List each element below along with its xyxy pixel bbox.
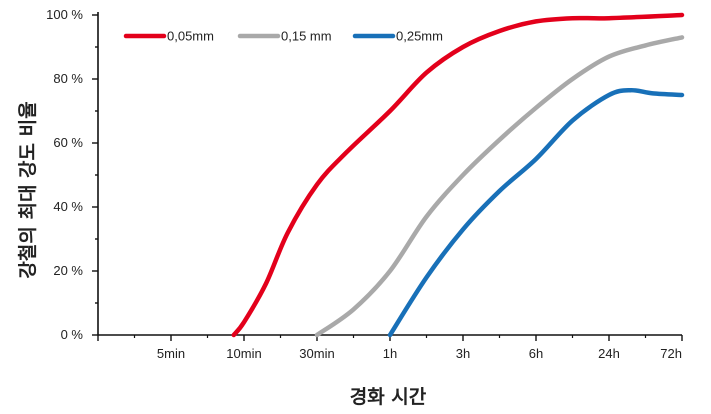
x-tick-label: 24h — [598, 346, 620, 361]
y-tick-label: 100 % — [46, 7, 83, 22]
y-tick-label: 60 % — [53, 135, 83, 150]
x-tick-label: 30min — [299, 346, 334, 361]
x-tick-label: 1h — [383, 346, 397, 361]
axes — [92, 12, 683, 341]
series-lines — [231, 12, 685, 338]
legend-label-1: 0,15 mm — [281, 29, 332, 44]
y-tick-label: 0 % — [61, 327, 84, 342]
y-tick-label: 40 % — [53, 199, 83, 214]
y-axis-title: 강철의 최대 강도 비율 — [17, 101, 39, 278]
series-line-2 — [387, 87, 685, 338]
series-line-0 — [231, 12, 685, 338]
x-axis-title: 경화 시간 — [350, 386, 427, 408]
y-tick-label: 80 % — [53, 71, 83, 86]
legend: 0,05mm 0,15 mm 0,25mm — [123, 29, 443, 44]
x-tick-label: 72h — [660, 346, 682, 361]
x-tick-label: 10min — [226, 346, 261, 361]
x-tick-label: 3h — [456, 346, 470, 361]
legend-label-0: 0,05mm — [167, 29, 214, 44]
y-tick-label: 20 % — [53, 263, 83, 278]
legend-label-2: 0,25mm — [396, 29, 443, 44]
x-tick-label: 5min — [157, 346, 185, 361]
x-tick-labels: 5min 10min 30min 1h 3h 6h 24h 72h — [157, 346, 682, 361]
x-tick-label: 6h — [529, 346, 543, 361]
series-line-1 — [314, 35, 685, 338]
y-tick-labels: 0 % 20 % 40 % 60 % 80 % 100 % — [46, 7, 83, 342]
